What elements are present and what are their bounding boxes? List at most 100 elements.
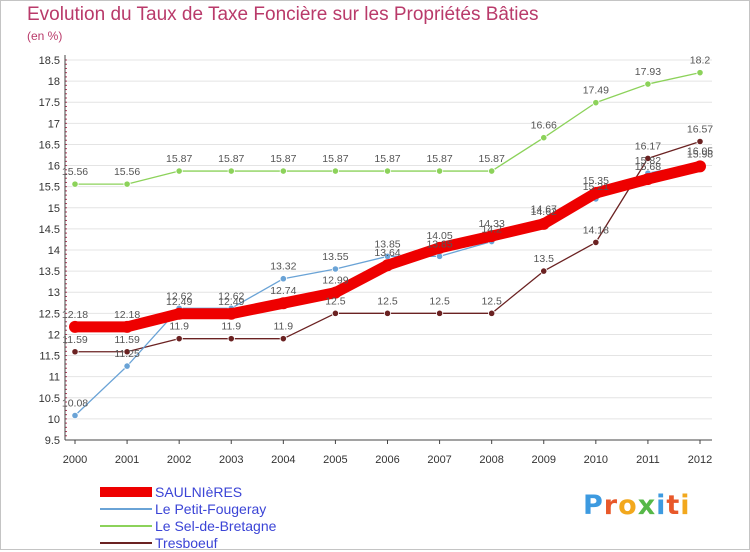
data-label: 17.49 [583, 85, 609, 97]
data-label: 15.21 [583, 181, 609, 193]
data-label: 12.5 [481, 295, 502, 307]
data-point [694, 160, 706, 173]
data-point [589, 187, 602, 199]
legend-label-tresboeuf: Tresboeuf [155, 535, 218, 551]
data-point [488, 309, 496, 317]
data-point [540, 134, 548, 142]
y-tick-label: 17.5 [39, 97, 60, 109]
y-tick-label: 16.5 [39, 139, 60, 151]
x-tick-label: 2006 [375, 454, 399, 466]
data-label: 11.9 [221, 321, 241, 333]
data-point [592, 99, 600, 107]
data-label: 13.32 [270, 261, 296, 273]
data-label: 15.68 [635, 161, 661, 173]
x-tick-label: 2003 [219, 454, 243, 466]
data-label: 15.56 [114, 166, 140, 178]
data-label: 13.55 [322, 251, 348, 263]
data-label: 15.87 [322, 153, 348, 165]
data-point [123, 180, 131, 188]
data-label: 15.87 [166, 153, 192, 165]
data-point [644, 154, 652, 162]
data-label: 14.18 [583, 224, 609, 236]
data-label: 16.57 [687, 123, 713, 135]
data-point [121, 320, 134, 333]
logo-letter: P [583, 490, 604, 521]
data-label: 12.18 [114, 309, 140, 321]
data-label: 12.49 [218, 296, 244, 308]
legend-swatch-saulnieres [100, 487, 152, 497]
data-label: 15.87 [270, 153, 296, 165]
data-point [641, 173, 654, 186]
data-point [69, 320, 81, 333]
data-point [435, 309, 444, 317]
data-point [71, 411, 79, 420]
data-point [537, 217, 550, 230]
data-point [331, 309, 340, 317]
data-label: 12.74 [270, 285, 296, 297]
data-point [696, 69, 704, 77]
x-tick-label: 2008 [479, 454, 503, 466]
data-point [331, 167, 340, 175]
data-label: 15.87 [479, 153, 505, 165]
data-point [435, 167, 444, 175]
x-tick-label: 2000 [63, 454, 87, 466]
y-tick-label: 11 [49, 372, 60, 384]
y-tick-label: 10.5 [39, 393, 60, 405]
data-label: 14.62 [531, 206, 557, 218]
x-tick-label: 2007 [427, 454, 451, 466]
data-label: 12.62 [166, 290, 192, 302]
y-tick-label: 18 [48, 76, 60, 88]
legend-label-sel-de-bretagne: Le Sel-de-Bretagne [155, 518, 277, 534]
logo-letter: i [656, 490, 667, 521]
y-tick-label: 9.5 [45, 435, 60, 447]
data-point [71, 180, 79, 188]
data-label: 18.2 [690, 55, 711, 67]
data-point [175, 335, 183, 343]
x-tick-label: 2009 [532, 454, 556, 466]
data-label: 14.2 [481, 224, 502, 236]
y-tick-label: 11.5 [39, 351, 60, 363]
data-label: 11.25 [114, 348, 140, 360]
y-tick-label: 14.5 [39, 224, 60, 236]
data-point [173, 307, 186, 320]
data-label: 12.18 [62, 309, 88, 321]
data-label: 14.05 [426, 230, 452, 242]
data-point [383, 309, 392, 317]
data-label: 12.5 [325, 295, 346, 307]
data-label: 12.5 [429, 295, 450, 307]
data-label: 11.59 [114, 334, 140, 346]
data-label: 17.93 [635, 66, 661, 78]
data-label: 15.87 [374, 153, 400, 165]
data-label: 15.56 [62, 166, 88, 178]
data-point [123, 362, 131, 370]
data-label: 12.62 [218, 290, 244, 302]
data-point [540, 267, 548, 275]
data-point [331, 265, 340, 273]
data-point [277, 297, 290, 310]
x-tick-label: 2011 [636, 454, 660, 466]
legend-swatch-sel-de-bretagne [100, 525, 152, 527]
data-label: 15.35 [583, 175, 609, 187]
data-point [123, 348, 131, 356]
logo-letter: i [680, 490, 691, 521]
data-label: 16.66 [531, 120, 557, 132]
data-point [175, 167, 183, 175]
data-label: 12.5 [377, 295, 398, 307]
data-point [71, 348, 79, 356]
logo-letter: r [603, 490, 619, 521]
legend-swatch-petit-fougeray [100, 508, 152, 510]
legend-swatch-tresboeuf [100, 542, 152, 544]
data-point [488, 167, 496, 175]
data-label: 11.9 [169, 321, 189, 333]
x-tick-label: 2010 [584, 454, 608, 466]
data-label: 15.87 [218, 153, 244, 165]
data-point [433, 241, 446, 254]
data-label: 12.99 [322, 275, 348, 287]
x-tick-label: 2005 [323, 454, 347, 466]
legend-label-petit-fougeray: Le Petit-Fougeray [155, 501, 267, 517]
y-tick-label: 15 [48, 203, 60, 215]
x-tick-label: 2012 [688, 454, 712, 466]
logo-letter: o [618, 490, 638, 521]
data-label: 14.67 [531, 204, 557, 216]
